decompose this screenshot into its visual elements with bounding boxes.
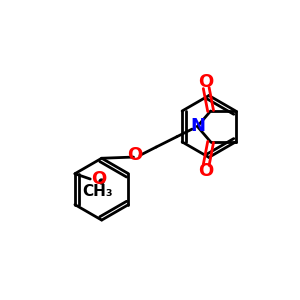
Text: O: O: [199, 162, 214, 180]
Text: O: O: [127, 146, 142, 164]
Text: CH₃: CH₃: [82, 184, 113, 199]
Text: N: N: [190, 117, 205, 135]
Text: O: O: [199, 73, 214, 91]
Text: O: O: [91, 170, 106, 188]
